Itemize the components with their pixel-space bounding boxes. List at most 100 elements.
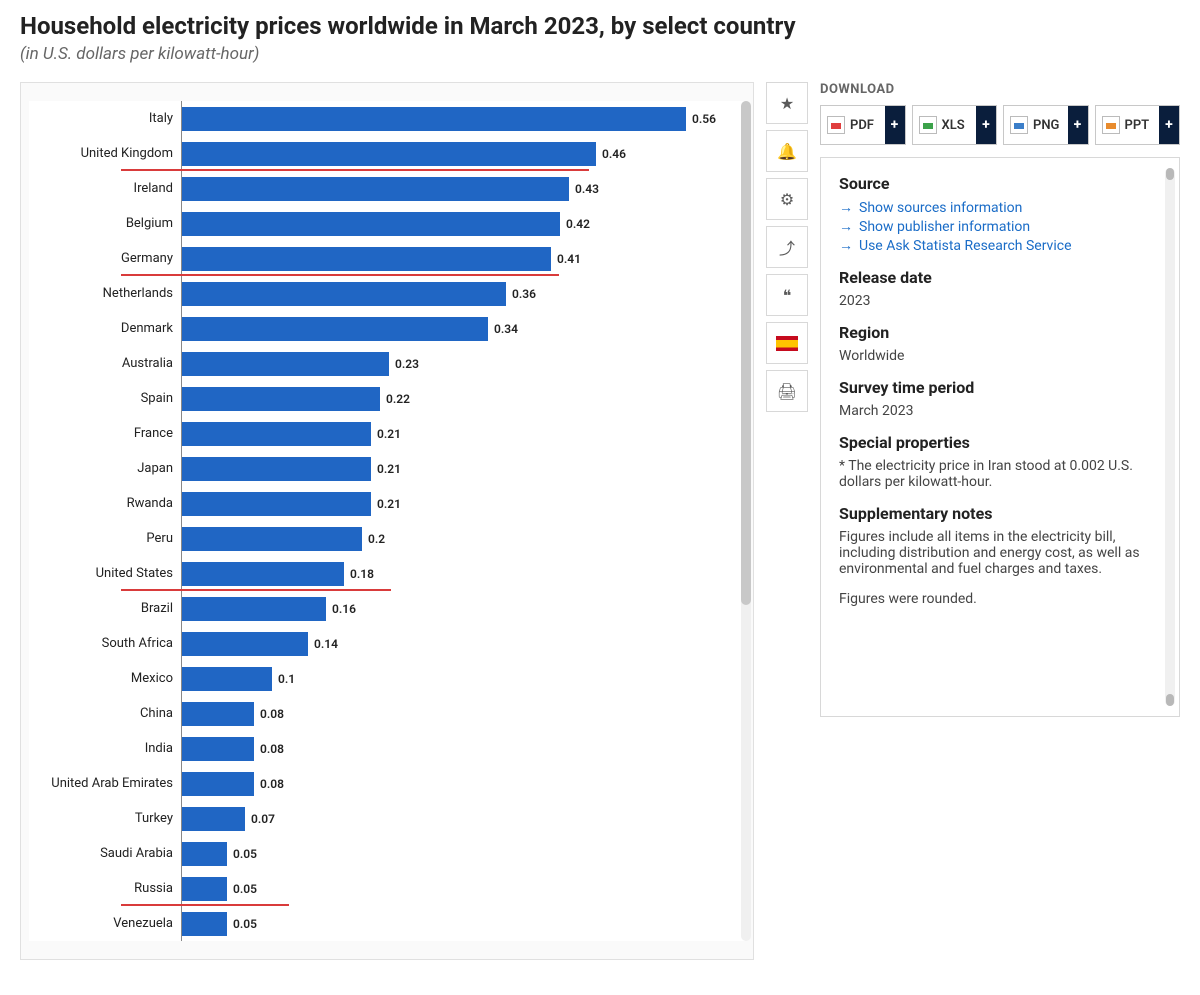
- bar[interactable]: 0.21: [182, 492, 371, 516]
- download-png-button[interactable]: PNG+: [1003, 105, 1089, 145]
- source-link[interactable]: →Show publisher information: [839, 218, 1161, 235]
- special-properties-value: * The electricity price in Iran stood at…: [839, 458, 1161, 490]
- bar-label: South Africa: [29, 636, 181, 651]
- bar[interactable]: 0.16: [182, 597, 326, 621]
- xls-file-icon: [919, 116, 937, 134]
- bar-label: Belgium: [29, 216, 181, 231]
- download-ppt-button[interactable]: PPT+: [1095, 105, 1181, 145]
- survey-period-heading: Survey time period: [839, 378, 1161, 397]
- chart-scrollbar-thumb[interactable]: [741, 101, 751, 605]
- download-button-label: PDF: [850, 118, 885, 133]
- bar-track: 0.46: [181, 136, 745, 171]
- gear-icon: ⚙: [780, 190, 794, 209]
- region-heading: Region: [839, 323, 1161, 342]
- bar[interactable]: 0.46: [182, 142, 596, 166]
- info-scroll-up[interactable]: [1166, 168, 1174, 180]
- bar-value: 0.07: [251, 812, 275, 826]
- bar-track: 0.08: [181, 766, 745, 801]
- bar[interactable]: 0.08: [182, 737, 254, 761]
- bar-row: Saudi Arabia0.05: [29, 836, 745, 871]
- bar-label: Japan: [29, 461, 181, 476]
- info-scroll-down[interactable]: [1166, 694, 1174, 706]
- language-button[interactable]: [766, 322, 808, 364]
- bar-track: 0.21: [181, 451, 745, 486]
- survey-period-value: March 2023: [839, 403, 1161, 419]
- bar[interactable]: 0.18: [182, 562, 344, 586]
- bar-label: China: [29, 706, 181, 721]
- info-scrollbar[interactable]: [1165, 168, 1175, 706]
- bar-row: Denmark0.34: [29, 311, 745, 346]
- source-link[interactable]: →Use Ask Statista Research Service: [839, 237, 1161, 254]
- notify-button[interactable]: 🔔: [766, 130, 808, 172]
- bar[interactable]: 0.43: [182, 177, 569, 201]
- chart-scrollbar[interactable]: [741, 101, 751, 941]
- bar[interactable]: 0.08: [182, 702, 254, 726]
- special-properties-heading: Special properties: [839, 433, 1161, 452]
- bar-label: United Kingdom: [29, 146, 181, 161]
- bar-track: 0.1: [181, 661, 745, 696]
- bar-row: Italy0.56: [29, 101, 745, 136]
- bar-value: 0.21: [377, 427, 401, 441]
- bar-row: Rwanda0.21: [29, 486, 745, 521]
- bar[interactable]: 0.14: [182, 632, 308, 656]
- page-title: Household electricity prices worldwide i…: [20, 12, 1180, 40]
- print-button[interactable]: 🖨: [766, 370, 808, 412]
- bar-track: 0.07: [181, 801, 745, 836]
- region-section: Region Worldwide: [839, 323, 1161, 364]
- download-pdf-button[interactable]: PDF+: [820, 105, 906, 145]
- arrow-right-icon: →: [839, 199, 853, 216]
- download-xls-button[interactable]: XLS+: [912, 105, 998, 145]
- download-section: DOWNLOAD PDF+XLS+PNG+PPT+: [820, 82, 1180, 145]
- bar[interactable]: 0.23: [182, 352, 389, 376]
- toolbar-column: ★ 🔔 ⚙ ⤴ ❝ 🖨: [766, 82, 808, 960]
- bar[interactable]: 0.21: [182, 422, 371, 446]
- bar[interactable]: 0.05: [182, 877, 227, 901]
- bar[interactable]: 0.05: [182, 912, 227, 936]
- highlight-line: [121, 274, 559, 276]
- bar-row: Spain0.22: [29, 381, 745, 416]
- bar-value: 0.1: [278, 672, 295, 686]
- bar[interactable]: 0.34: [182, 317, 488, 341]
- bar-row: Ireland0.43: [29, 171, 745, 206]
- bell-icon: 🔔: [777, 142, 797, 161]
- bar[interactable]: 0.08: [182, 772, 254, 796]
- bar-row: Netherlands0.36: [29, 276, 745, 311]
- bar-label: Germany: [29, 251, 181, 266]
- bar[interactable]: 0.2: [182, 527, 362, 551]
- bar[interactable]: 0.36: [182, 282, 506, 306]
- bar[interactable]: 0.1: [182, 667, 272, 691]
- bar[interactable]: 0.07: [182, 807, 245, 831]
- bar-label: Australia: [29, 356, 181, 371]
- flag-es-icon: [776, 336, 798, 351]
- source-link[interactable]: →Show sources information: [839, 199, 1161, 216]
- quote-icon: ❝: [783, 286, 792, 305]
- bar-label: Brazil: [29, 601, 181, 616]
- bar[interactable]: 0.21: [182, 457, 371, 481]
- png-file-icon: [1010, 116, 1028, 134]
- bar-track: 0.18: [181, 556, 745, 591]
- settings-button[interactable]: ⚙: [766, 178, 808, 220]
- bar-track: 0.36: [181, 276, 745, 311]
- arrow-right-icon: →: [839, 218, 853, 235]
- download-heading: DOWNLOAD: [820, 82, 1180, 97]
- release-date-section: Release date 2023: [839, 268, 1161, 309]
- bar-value: 0.14: [314, 637, 338, 651]
- bar-value: 0.21: [377, 462, 401, 476]
- bar-row: United Arab Emirates0.08: [29, 766, 745, 801]
- bar[interactable]: 0.41: [182, 247, 551, 271]
- bar[interactable]: 0.56: [182, 107, 686, 131]
- favorite-button[interactable]: ★: [766, 82, 808, 124]
- cite-button[interactable]: ❝: [766, 274, 808, 316]
- bar-track: 0.43: [181, 171, 745, 206]
- bar-row: Germany0.41: [29, 241, 745, 276]
- share-button[interactable]: ⤴: [766, 226, 808, 268]
- bar[interactable]: 0.05: [182, 842, 227, 866]
- print-icon: 🖨: [777, 382, 797, 401]
- bar[interactable]: 0.22: [182, 387, 380, 411]
- bar[interactable]: 0.42: [182, 212, 560, 236]
- highlight-line: [121, 169, 589, 171]
- bar-row: Japan0.21: [29, 451, 745, 486]
- download-plus-icon: +: [1068, 106, 1088, 144]
- bar-row: Venezuela0.05: [29, 906, 745, 941]
- bar-value: 0.34: [494, 322, 518, 336]
